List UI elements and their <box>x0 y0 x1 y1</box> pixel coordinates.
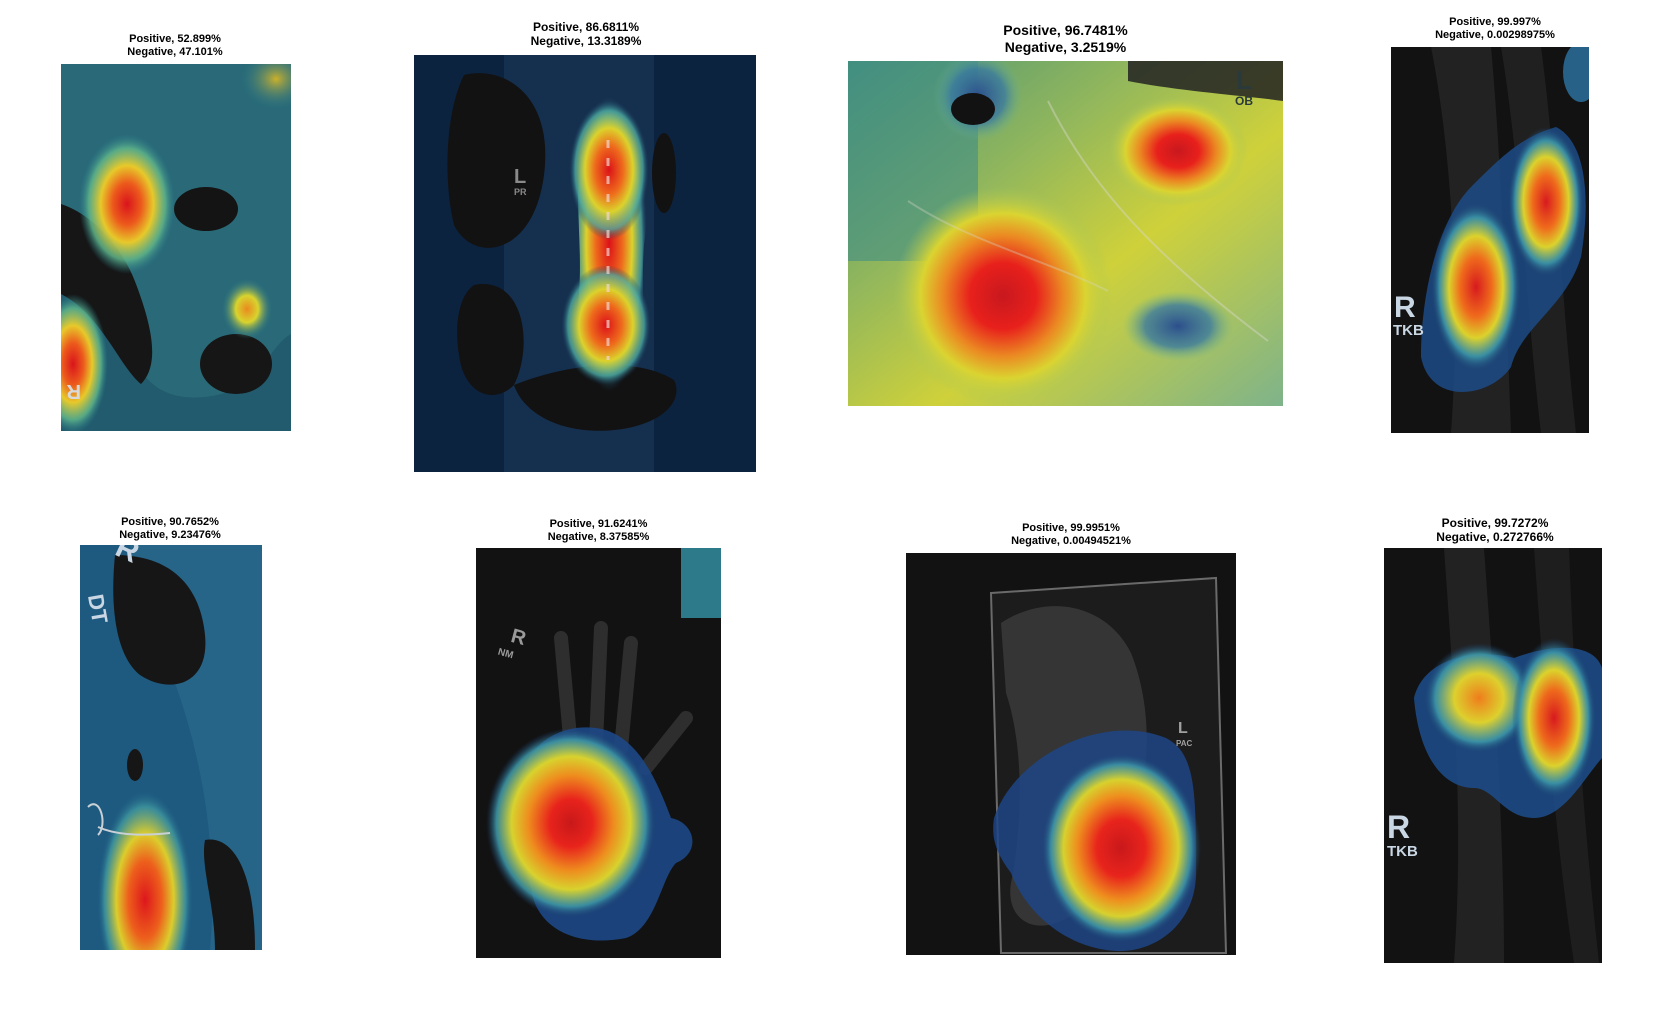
panel-6-negative-label: Negative, 8.37585% <box>547 531 650 544</box>
panel-2-marker-l: L <box>514 166 526 188</box>
panel-1-positive-label: Positive, 52.899% <box>129 33 221 45</box>
panel-4-marker-tkb: TKB <box>1393 322 1424 339</box>
panel-6-marker-nm: NM <box>497 647 515 662</box>
panel-6-caption: Positive, 91.6241% Negative, 8.37585% <box>476 518 721 544</box>
heatmap-panel-5: Positive, 90.7652% Negative, 9.23476% <box>60 514 280 954</box>
panel-7-marker-l: L <box>1178 720 1188 737</box>
panel-1-xray-heatmap: R <box>61 64 291 431</box>
panel-2-negative-label: Negative, 13.3189% <box>530 34 642 49</box>
panel-2-marker-pr: PR <box>514 187 527 197</box>
panel-8-caption: Positive, 99.7272% Negative, 0.272766% <box>1375 516 1615 545</box>
heatmap-panel-1: Positive, 52.899% Negative, 47.101% <box>40 30 310 440</box>
panel-8-marker-r: R <box>1387 809 1410 845</box>
heatmap-panel-7: Positive, 99.9951% Negative, 0.00494521%… <box>900 520 1240 960</box>
heatmap-panel-8: Positive, 99.7272% Negative, 0.272766% <box>1375 514 1615 964</box>
panel-3-caption: Positive, 96.7481% Negative, 3.2519% <box>848 22 1283 56</box>
panel-1-marker-r: R <box>66 380 81 402</box>
panel-7-positive-label: Positive, 99.9951% <box>1022 522 1120 534</box>
panel-8-negative-label: Negative, 0.272766% <box>1436 530 1554 545</box>
panel-3-marker-ob: OB <box>1235 94 1253 108</box>
heatmap-panel-2: Positive, 86.6811% Negative, 13.3189% <box>380 18 760 472</box>
panel-3-negative-label: Negative, 3.2519% <box>1004 38 1127 55</box>
panel-6-marker-r: R <box>509 625 529 650</box>
panel-3-marker-l: L <box>1236 65 1252 95</box>
panel-7-marker-pac: PAC <box>1176 739 1193 748</box>
panel-7-caption: Positive, 99.9951% Negative, 0.00494521% <box>906 522 1236 548</box>
panel-5-positive-label: Positive, 90.7652% <box>121 516 219 528</box>
panel-1-caption: Positive, 52.899% Negative, 47.101% <box>40 33 310 59</box>
heatmap-panel-6: Positive, 91.6241% Negative, 8.37585% <box>470 516 730 958</box>
panel-4-marker-r: R <box>1394 291 1416 324</box>
heatmap-panel-4: Positive, 99.997% Negative, 0.00298975% … <box>1380 14 1610 434</box>
panel-6-positive-label: Positive, 91.6241% <box>549 518 648 530</box>
panel-8-xray-heatmap: R TKB <box>1384 548 1602 963</box>
panel-2-caption: Positive, 86.6811% Negative, 13.3189% <box>416 20 756 49</box>
panel-8-marker-tkb: TKB <box>1387 843 1418 860</box>
panel-4-xray-heatmap: R TKB <box>1391 47 1589 433</box>
panel-4-positive-label: Positive, 99.997% <box>1449 16 1541 28</box>
panel-8-positive-label: Positive, 99.7272% <box>1441 516 1549 530</box>
panel-4-negative-label: Negative, 0.00298975% <box>1435 29 1555 42</box>
panel-5-negative-label: Negative, 9.23476% <box>119 529 221 542</box>
panel-5-marker-dt: DT <box>83 592 113 626</box>
heatmap-panel-3: Positive, 96.7481% Negative, 3.2519% <box>840 22 1290 412</box>
panel-5-xray-heatmap: R DT <box>80 545 262 950</box>
panel-4-caption: Positive, 99.997% Negative, 0.00298975% <box>1380 16 1610 42</box>
panel-2-positive-label: Positive, 86.6811% <box>532 20 640 34</box>
panel-1-negative-label: Negative, 47.101% <box>127 46 223 59</box>
panel-6-xray-heatmap: R NM <box>476 548 721 958</box>
panel-7-xray-heatmap: L PAC <box>906 553 1236 955</box>
panel-2-xray-heatmap: L PR <box>414 55 756 472</box>
panel-3-xray-heatmap: L OB <box>848 61 1283 406</box>
panel-3-positive-label: Positive, 96.7481% <box>1003 22 1128 38</box>
panel-7-negative-label: Negative, 0.00494521% <box>1011 535 1131 548</box>
panel-5-caption: Positive, 90.7652% Negative, 9.23476% <box>60 516 280 542</box>
